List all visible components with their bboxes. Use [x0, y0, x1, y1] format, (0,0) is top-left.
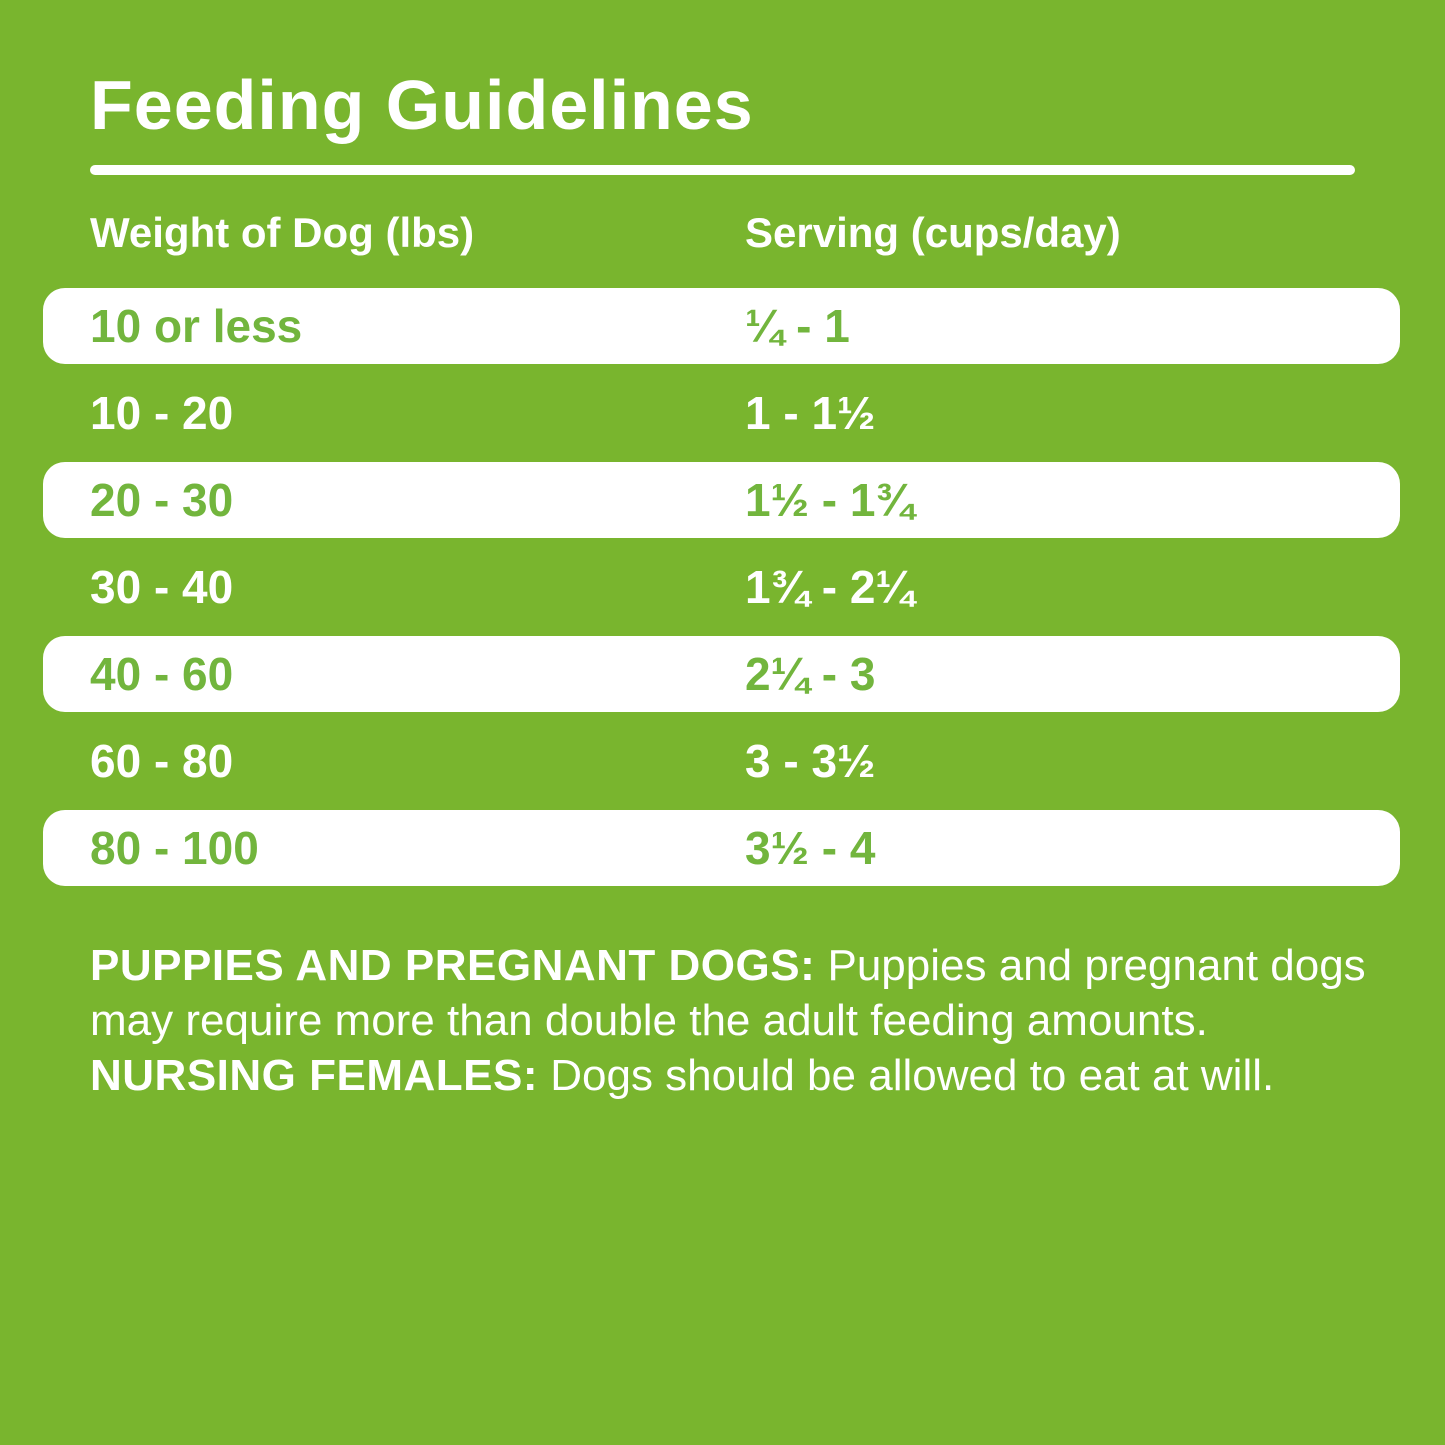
- weight-cell: 30 - 40: [90, 561, 234, 613]
- table-row: 20 - 30 1½ - 1¾: [43, 462, 1400, 538]
- feeding-table: 10 or less ¼ - 1 10 - 20 1 - 1½ 20 - 30 …: [43, 288, 1400, 886]
- serving-cell: 1½ - 1¾: [745, 474, 914, 526]
- column-header-weight: Weight of Dog (lbs): [90, 209, 475, 256]
- table-row: 80 - 100 3½ - 4: [43, 810, 1400, 886]
- puppies-pregnant-text: Puppies and pregnant dogs may require mo…: [90, 941, 1366, 1045]
- serving-cell: 3 - 3½: [745, 735, 876, 787]
- table-row: 10 - 20 1 - 1½: [43, 375, 1400, 451]
- weight-cell: 10 or less: [90, 300, 303, 352]
- weight-cell: 10 - 20: [90, 387, 234, 439]
- weight-cell: 40 - 60: [90, 648, 234, 700]
- table-row: 40 - 60 2¼ - 3: [43, 636, 1400, 712]
- serving-cell: 1 - 1½: [745, 387, 876, 439]
- puppies-pregnant-label: PUPPIES AND PREGNANT DOGS:: [90, 941, 816, 990]
- page-title: Feeding Guidelines: [90, 66, 754, 144]
- serving-cell: 3½ - 4: [745, 822, 876, 874]
- table-row: 60 - 80 3 - 3½: [43, 723, 1400, 799]
- serving-cell: 1¾ - 2¼: [745, 561, 914, 613]
- table-header-row: Weight of Dog (lbs) Serving (cups/day): [43, 210, 1400, 256]
- footnote-paragraph: PUPPIES AND PREGNANT DOGS: Puppies and p…: [90, 938, 1370, 1103]
- serving-cell: 2¼ - 3: [745, 648, 876, 700]
- column-header-serving: Serving (cups/day): [745, 209, 1121, 256]
- weight-cell: 60 - 80: [90, 735, 234, 787]
- title-underline: [90, 165, 1355, 175]
- weight-cell: 20 - 30: [90, 474, 234, 526]
- weight-cell: 80 - 100: [90, 822, 259, 874]
- table-row: 30 - 40 1¾ - 2¼: [43, 549, 1400, 625]
- nursing-females-label: NURSING FEMALES:: [90, 1051, 538, 1100]
- table-row: 10 or less ¼ - 1: [43, 288, 1400, 364]
- serving-cell: ¼ - 1: [745, 300, 850, 352]
- nursing-females-text: Dogs should be allowed to eat at will.: [550, 1051, 1275, 1100]
